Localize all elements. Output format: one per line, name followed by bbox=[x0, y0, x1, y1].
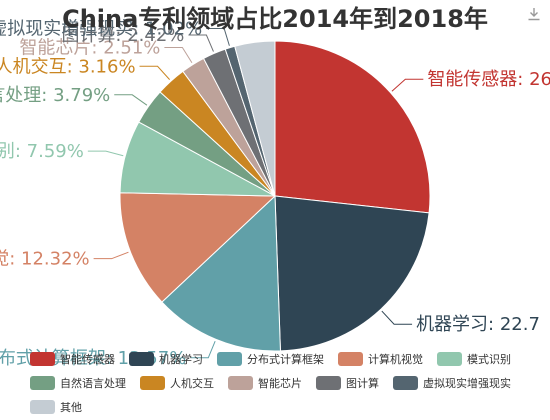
legend-item[interactable]: 计算机视觉 bbox=[337, 352, 423, 366]
legend-swatch bbox=[315, 376, 341, 390]
legend-item[interactable]: 图计算 bbox=[315, 376, 379, 390]
legend-swatch bbox=[139, 376, 165, 390]
legend-swatch bbox=[30, 400, 55, 414]
pie-slice[interactable] bbox=[274, 40, 431, 214]
legend-label: 计算机视觉 bbox=[368, 352, 423, 366]
legend-label: 智能传感器 bbox=[60, 352, 115, 366]
legend-swatch bbox=[436, 352, 462, 366]
legend-swatch bbox=[337, 352, 363, 366]
slice-label: 智能传感器: 26.74% bbox=[427, 69, 550, 90]
slice-label: 虚拟现实增强现实: 1.02% bbox=[0, 19, 202, 40]
label-leader-line bbox=[139, 65, 170, 80]
legend-item[interactable]: 分布式计算框架 bbox=[216, 352, 324, 366]
legend-item[interactable]: 人机交互 bbox=[139, 376, 214, 390]
label-leader-line bbox=[87, 150, 124, 157]
legend-label: 人机交互 bbox=[170, 376, 214, 390]
slice-label: 图计算: 2.42% bbox=[61, 25, 184, 46]
slice-label: 模式识别: 7.59% bbox=[0, 141, 84, 162]
legend-item[interactable]: 机器学习 bbox=[128, 352, 203, 366]
label-leader-line bbox=[381, 310, 413, 325]
download-icon[interactable] bbox=[526, 6, 542, 22]
legend-item[interactable]: 模式识别 bbox=[436, 352, 511, 366]
legend-label: 智能芯片 bbox=[258, 376, 302, 390]
legend-label: 自然语言处理 bbox=[60, 376, 126, 390]
pie-slice[interactable] bbox=[119, 192, 277, 303]
label-leader-line bbox=[114, 94, 148, 106]
legend-label: 模式识别 bbox=[467, 353, 511, 366]
label-leader-line bbox=[391, 78, 424, 92]
slice-label: 自然语言处理: 3.79% bbox=[0, 85, 110, 106]
legend-label: 虚拟现实增强现实 bbox=[423, 376, 511, 390]
pie-slice[interactable] bbox=[234, 40, 276, 197]
slice-label: 机器学习: 22.7 bbox=[416, 314, 540, 335]
legend-item[interactable]: 智能传感器 bbox=[30, 352, 115, 366]
slice-label: 人机交互: 3.16% bbox=[0, 56, 136, 77]
slice-label: 智能芯片: 2.51% bbox=[19, 38, 160, 59]
label-leader-line bbox=[188, 34, 214, 52]
chart-title: China专利领域占比2014年到2018年 bbox=[62, 5, 488, 33]
legend-swatch bbox=[128, 352, 154, 366]
pie-slice[interactable] bbox=[274, 195, 430, 352]
legend-label: 机器学习 bbox=[159, 352, 203, 366]
legend-label: 图计算 bbox=[346, 376, 379, 390]
label-leader-line bbox=[93, 251, 129, 260]
label-leader-line bbox=[164, 47, 193, 64]
legend-swatch bbox=[30, 352, 55, 366]
legend-label: 其他 bbox=[60, 401, 82, 414]
legend-swatch bbox=[227, 376, 253, 390]
legend-label: 分布式计算框架 bbox=[247, 352, 324, 366]
legend-swatch bbox=[216, 352, 242, 366]
label-leader-lines bbox=[87, 28, 424, 359]
pie-slices bbox=[119, 40, 431, 352]
legend-swatch bbox=[392, 376, 418, 390]
legend-item[interactable]: 自然语言处理 bbox=[30, 376, 126, 390]
legend-swatch bbox=[30, 376, 55, 390]
slice-label: 计算机视觉: 12.32% bbox=[0, 249, 90, 270]
legend-item[interactable]: 虚拟现实增强现实 bbox=[392, 376, 511, 390]
legend-item[interactable]: 智能芯片 bbox=[227, 376, 302, 390]
pie-slice[interactable] bbox=[161, 194, 281, 352]
legend-item[interactable]: 其他 bbox=[30, 400, 82, 414]
label-leader-line bbox=[206, 28, 230, 46]
label-leader-line bbox=[190, 340, 216, 359]
